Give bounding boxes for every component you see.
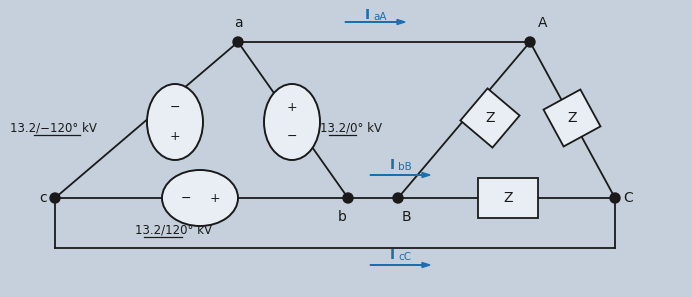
Circle shape bbox=[393, 193, 403, 203]
Polygon shape bbox=[460, 89, 520, 148]
Text: A: A bbox=[538, 16, 547, 30]
Text: a: a bbox=[234, 16, 242, 30]
Text: 13.2/0° kV: 13.2/0° kV bbox=[320, 121, 382, 135]
Text: $\mathbf{I}$: $\mathbf{I}$ bbox=[389, 248, 395, 262]
Text: Z: Z bbox=[503, 191, 513, 205]
FancyArrow shape bbox=[345, 20, 405, 24]
FancyArrow shape bbox=[370, 263, 430, 268]
Ellipse shape bbox=[147, 84, 203, 160]
Text: −: − bbox=[170, 101, 180, 114]
Text: −: − bbox=[286, 130, 298, 143]
Ellipse shape bbox=[264, 84, 320, 160]
Circle shape bbox=[343, 193, 353, 203]
Circle shape bbox=[233, 37, 243, 47]
Text: c: c bbox=[39, 191, 47, 205]
Text: +: + bbox=[209, 192, 220, 205]
FancyArrow shape bbox=[370, 173, 430, 178]
Text: B: B bbox=[402, 210, 412, 224]
Text: b: b bbox=[338, 210, 347, 224]
Text: C: C bbox=[623, 191, 632, 205]
Bar bbox=[478, 178, 538, 218]
Text: 13.2/−120° kV: 13.2/−120° kV bbox=[10, 121, 97, 135]
Text: $\mathbf{I}$: $\mathbf{I}$ bbox=[364, 8, 370, 22]
Text: +: + bbox=[170, 130, 181, 143]
Text: $\mathbf{I}$: $\mathbf{I}$ bbox=[389, 158, 395, 172]
Text: 13.2/120° kV: 13.2/120° kV bbox=[135, 224, 212, 236]
Text: cC: cC bbox=[398, 252, 411, 262]
Text: bB: bB bbox=[398, 162, 412, 172]
Ellipse shape bbox=[162, 170, 238, 226]
Text: Z: Z bbox=[485, 111, 495, 125]
Circle shape bbox=[50, 193, 60, 203]
Circle shape bbox=[525, 37, 535, 47]
Text: +: + bbox=[286, 101, 298, 114]
Text: aA: aA bbox=[373, 12, 387, 22]
Text: −: − bbox=[181, 192, 191, 205]
Circle shape bbox=[610, 193, 620, 203]
Text: Z: Z bbox=[567, 111, 576, 125]
Polygon shape bbox=[543, 89, 601, 146]
